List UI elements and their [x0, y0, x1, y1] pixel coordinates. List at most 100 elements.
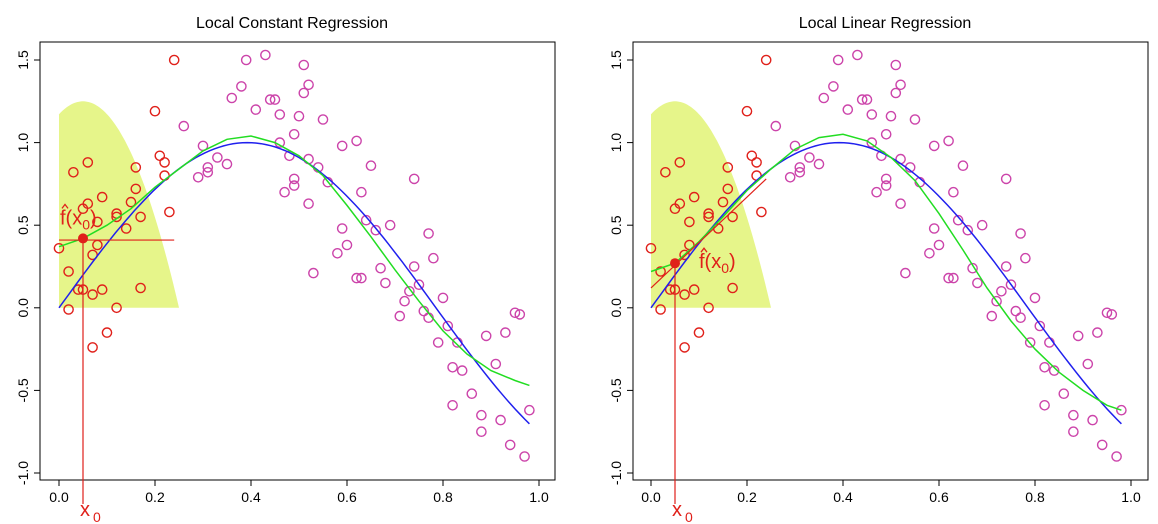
data-point	[384, 219, 396, 231]
data-point	[480, 330, 492, 342]
data-point	[813, 158, 825, 170]
x-tick-label: 1.0	[1121, 489, 1141, 505]
data-point	[1034, 320, 1046, 332]
data-point	[880, 173, 892, 185]
data-point	[519, 451, 530, 462]
data-point	[1082, 358, 1094, 370]
data-point	[871, 186, 882, 198]
data-point	[655, 266, 666, 277]
data-point	[861, 94, 873, 105]
data-point	[135, 282, 146, 294]
data-point	[684, 216, 695, 228]
data-point	[880, 180, 892, 191]
data-point	[746, 150, 758, 162]
data-point	[1024, 337, 1036, 348]
data-point	[832, 54, 844, 66]
data-point	[264, 94, 276, 105]
data-point	[967, 262, 978, 274]
data-point	[852, 49, 863, 61]
kernel-weight-area	[651, 101, 771, 308]
data-point	[1010, 305, 1022, 317]
data-point	[101, 327, 113, 338]
y-tick-label: 1.0	[608, 133, 624, 153]
data-point	[298, 87, 310, 99]
data-point	[221, 158, 233, 170]
y-tick-label: 1.5	[608, 50, 624, 70]
data-point	[456, 365, 468, 376]
data-point	[703, 211, 714, 223]
x-tick-label: 0.0	[641, 489, 661, 505]
data-point	[760, 54, 772, 66]
data-point	[1039, 399, 1050, 411]
data-point	[87, 342, 98, 353]
data-point	[880, 128, 892, 140]
data-point	[794, 162, 806, 173]
data-point	[1029, 292, 1041, 304]
data-point	[500, 327, 511, 338]
data-point	[432, 337, 444, 348]
data-point	[866, 109, 878, 120]
data-point	[1087, 414, 1098, 426]
y-tick-label: 0.0	[608, 298, 624, 318]
data-point	[952, 214, 964, 226]
data-point	[375, 262, 386, 274]
data-point	[130, 162, 142, 173]
y-tick-label: -0.5	[15, 378, 31, 402]
data-point	[509, 307, 521, 319]
chart-title: Local Linear Regression	[799, 15, 972, 32]
data-point	[380, 277, 391, 289]
data-point	[351, 135, 362, 147]
data-point	[447, 361, 458, 373]
data-point	[991, 295, 1002, 307]
data-point	[1015, 312, 1026, 324]
data-point	[399, 295, 410, 307]
data-point	[856, 94, 868, 105]
data-point	[1096, 439, 1108, 451]
true-function-curve	[58, 141, 530, 425]
data-point	[727, 282, 738, 294]
data-point	[885, 110, 897, 122]
data-point	[688, 284, 700, 295]
data-point	[866, 137, 878, 148]
y-tick-label: 0.5	[608, 215, 624, 235]
data-point	[68, 166, 79, 178]
data-point	[794, 166, 806, 178]
data-point	[269, 94, 281, 105]
data-point	[288, 173, 300, 185]
y-tick-label: 1.5	[15, 50, 31, 70]
data-point	[784, 171, 796, 183]
fitted-curve	[650, 133, 1122, 411]
data-point	[159, 170, 170, 181]
x-tick-label: 0.0	[49, 489, 69, 505]
data-point	[360, 214, 372, 226]
data-point	[1116, 404, 1127, 416]
data-point	[514, 309, 526, 320]
data-point	[53, 242, 65, 254]
data-point	[495, 414, 506, 426]
x0-label-subscript: 0	[93, 509, 101, 524]
data-point	[130, 183, 142, 195]
data-point	[288, 128, 300, 140]
data-point	[717, 196, 729, 208]
x-tick-label: 0.8	[433, 489, 453, 505]
data-point	[722, 162, 734, 173]
data-point	[890, 59, 902, 71]
x0-label: x	[672, 499, 682, 521]
x-tick-label: 0.6	[337, 489, 357, 505]
data-point	[96, 284, 108, 295]
y-tick-label: 0.5	[15, 215, 31, 235]
data-point	[1068, 426, 1079, 438]
data-point	[423, 228, 434, 239]
data-point	[674, 198, 686, 209]
x-tick-label: 0.4	[833, 489, 853, 505]
data-point	[96, 191, 108, 203]
x-tick-label: 1.0	[529, 489, 549, 505]
data-point	[1068, 409, 1079, 421]
x0-label: x	[80, 499, 90, 521]
data-point	[655, 304, 666, 315]
chart-title: Local Constant Regression	[196, 15, 388, 32]
data-point	[972, 277, 983, 289]
data-point	[924, 247, 935, 259]
plot-frame	[39, 41, 556, 481]
data-point	[976, 219, 988, 231]
